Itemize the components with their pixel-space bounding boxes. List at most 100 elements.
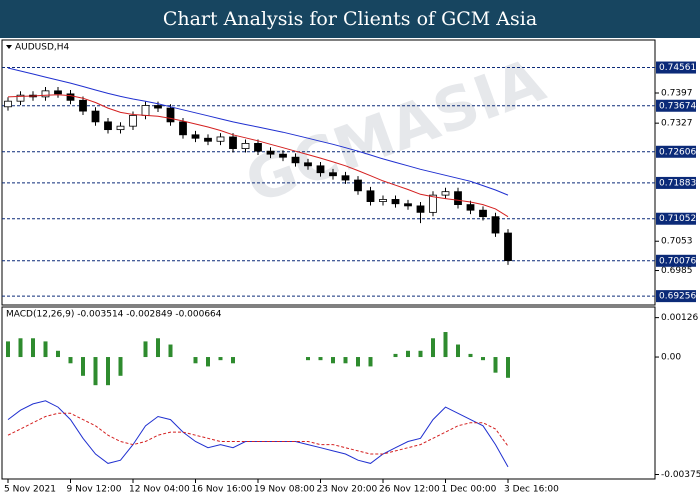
candle-body [154, 105, 162, 109]
candle-body [179, 121, 187, 136]
histogram-bar [118, 357, 123, 376]
candle-body [454, 191, 462, 206]
candle-body [4, 100, 12, 108]
y-tick-label: 0.6985 [661, 266, 693, 276]
candle-body [66, 93, 75, 101]
level-label-box [656, 254, 696, 267]
x-tick-label: 1 Dec 00:00 [442, 485, 497, 495]
candle-body [241, 143, 250, 149]
histogram-bar [456, 344, 460, 358]
level-label-box [656, 99, 696, 112]
histogram-bar [93, 357, 98, 386]
candle-body [279, 153, 287, 158]
histogram-bar [418, 350, 423, 358]
candle-body [429, 194, 437, 213]
level-label: 0.72606 [659, 147, 696, 157]
candle-body [141, 105, 150, 116]
x-tick-label: 26 Nov 12:00 [379, 485, 440, 495]
y-tick-label: 0.7397 [661, 89, 693, 99]
level-label-box [656, 176, 696, 189]
candle-body [329, 172, 337, 177]
level-label-box [656, 61, 696, 74]
histogram-bar [168, 344, 173, 358]
candle-body [79, 99, 87, 112]
macd-title: MACD(12,26,9) -0.003514 -0.002849 -0.000… [6, 310, 222, 320]
histogram-bar [68, 357, 73, 364]
histogram-bar [368, 357, 373, 367]
histogram-bar [393, 353, 398, 358]
candle-body [229, 136, 237, 149]
level-label: 0.69256 [659, 292, 696, 302]
histogram-bar [506, 357, 510, 378]
candle-body [416, 205, 425, 213]
line-series [7, 67, 509, 196]
x-tick-label: 9 Nov 12:00 [67, 485, 122, 495]
candle-body [366, 190, 375, 202]
line-series [7, 94, 509, 218]
watermark: GCMASIA [237, 45, 554, 217]
line-series [7, 400, 509, 468]
line-series [7, 412, 509, 455]
histogram-bar [106, 357, 110, 386]
histogram-bar [231, 357, 235, 364]
histogram-bar [356, 357, 360, 367]
y-tick-label: 0.00 [661, 353, 681, 363]
histogram-bar [143, 341, 148, 358]
histogram-bar [43, 341, 48, 358]
histogram-bar [31, 338, 35, 358]
candle-body [204, 137, 212, 142]
candle-body [104, 121, 112, 131]
candle-body [129, 115, 137, 127]
header-title: Chart Analysis for Clients of GCM Asia [0, 0, 700, 38]
y-tick-label: 0.7053 [661, 237, 693, 247]
x-tick-label: 19 Nov 08:00 [254, 485, 315, 495]
histogram-bar [206, 357, 210, 367]
level-label-box [656, 212, 696, 225]
candle-body [354, 179, 362, 192]
price-pane [1, 39, 656, 306]
histogram-bar [156, 338, 160, 358]
histogram-bar [81, 357, 85, 376]
candle-body [191, 134, 200, 139]
candle-body [491, 216, 500, 234]
histogram-bar [493, 357, 498, 373]
histogram-bar [481, 357, 485, 361]
candle-body [216, 136, 225, 142]
histogram-bar [218, 357, 223, 361]
candle-body [304, 162, 312, 167]
histogram-bar [468, 353, 473, 358]
candle-body [391, 199, 400, 205]
candle-body [16, 94, 25, 102]
x-tick-label: 23 Nov 20:00 [317, 485, 378, 495]
candle-body [254, 143, 262, 152]
candle-body [341, 175, 350, 181]
histogram-bar [18, 338, 23, 358]
histogram-bar [331, 357, 335, 364]
candle-body [379, 199, 387, 202]
level-label-box [656, 145, 696, 158]
level-label: 0.73674 [659, 101, 696, 111]
candle-body [266, 150, 275, 155]
candle-body [504, 232, 512, 262]
histogram-bar [343, 357, 348, 364]
x-tick-label: 5 Nov 2021 [4, 485, 56, 495]
candle-body [91, 110, 100, 123]
histogram-bar [431, 338, 435, 358]
histogram-bar [56, 350, 60, 358]
candle-body [466, 204, 475, 211]
symbol-label: AUDUSD,H4 [15, 43, 70, 53]
histogram-bar [318, 357, 323, 361]
histogram-bar [306, 357, 310, 361]
candle-body [404, 203, 412, 207]
macd-pane [1, 306, 656, 480]
histogram-bar [6, 341, 10, 358]
histogram-bar [406, 350, 410, 358]
candle-body [116, 125, 125, 131]
y-tick-label: -0.003756 [661, 470, 700, 480]
candle-body [291, 156, 300, 164]
y-tick-label: 0.7327 [661, 119, 693, 129]
chart: GCMASIA AUDUSD,H4 MACD(12,26,9) -0.00351… [1, 39, 700, 495]
candle-body [441, 191, 450, 196]
level-label: 0.71052 [659, 214, 696, 224]
